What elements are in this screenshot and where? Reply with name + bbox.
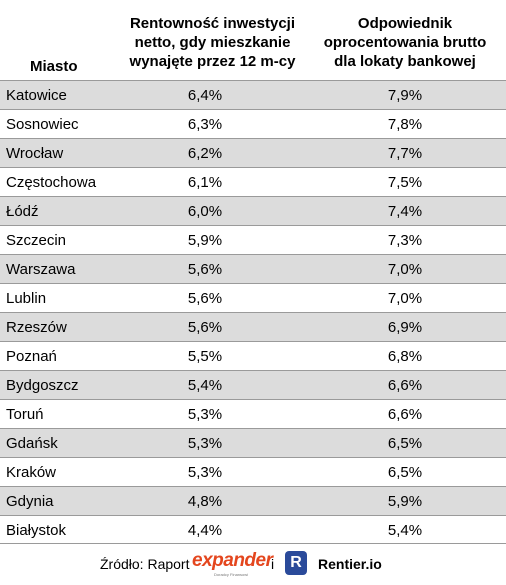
header-deposit-line: Odpowiednik [357,15,453,32]
header-net-yield-line: netto, gdy mieszkanie [134,34,291,51]
source-footer: Źródło: Raport expander Doradcy Finansow… [0,549,506,579]
cell-city: Sosnowiec [6,116,79,133]
cell-city: Szczecin [6,232,67,249]
table-row: Kraków 5,3% 6,5% [0,457,506,486]
header-city: Miasto [30,58,78,75]
expander-logo-text: xpander [202,550,273,571]
cell-city: Łódź [6,203,39,220]
table-header: Miasto Rentowność inwestycji netto, gdy … [0,0,506,80]
cell-net-yield: 5,6% [187,290,223,307]
cell-deposit-equivalent: 7,7% [387,145,423,162]
source-label: Źródło: Raport [100,556,190,572]
table-row: Częstochowa 6,1% 7,5% [0,167,506,196]
cell-net-yield: 5,3% [187,406,223,423]
cell-net-yield: 5,6% [187,261,223,278]
table-row: Łódź 6,0% 7,4% [0,196,506,225]
cell-net-yield: 5,3% [187,435,223,452]
cell-city: Częstochowa [6,174,97,191]
cell-city: Rzeszów [6,319,67,336]
cell-deposit-equivalent: 7,0% [387,290,423,307]
table-row: Rzeszów 5,6% 6,9% [0,312,506,341]
table-body: Katowice 6,4% 7,9% Sosnowiec 6,3% 7,8% Wrocław… [0,80,506,544]
cell-city: Toruń [6,406,44,423]
cell-city: Warszawa [6,261,76,278]
cell-city: Bydgoszcz [6,377,79,394]
table-row: Poznań 5,5% 6,8% [0,341,506,370]
cell-city: Gdańsk [6,435,58,452]
table-row: Katowice 6,4% 7,9% [0,80,506,109]
table-row: Sosnowiec 6,3% 7,8% [0,109,506,138]
table-row: Gdańsk 5,3% 6,5% [0,428,506,457]
cell-deposit-equivalent: 6,6% [387,377,423,394]
cell-deposit-equivalent: 6,5% [387,464,423,481]
header-deposit-equivalent: Odpowiednik oprocentowania brutto dla lo… [305,14,505,71]
cell-city: Białystok [6,522,67,539]
cell-net-yield: 6,3% [187,116,223,133]
header-net-yield-line: Rentowność inwestycji [129,15,296,32]
table-row: Toruń 5,3% 6,6% [0,399,506,428]
cell-net-yield: 6,0% [187,203,223,220]
cell-deposit-equivalent: 7,3% [387,232,423,249]
cell-deposit-equivalent: 6,9% [387,319,423,336]
table-row: Wrocław 6,2% 7,7% [0,138,506,167]
footer-conjunction: i [271,556,275,572]
cell-city: Katowice [6,87,67,104]
cell-net-yield: 5,5% [187,348,223,365]
expander-logo-x: e [192,550,203,571]
expander-tagline: Doradcy Finansowi [214,572,249,577]
cell-net-yield: 4,4% [187,522,223,539]
table-row: Lublin 5,6% 7,0% [0,283,506,312]
rentier-logo-icon: R [285,551,307,575]
header-deposit-line: oprocentowania brutto [323,34,487,51]
cell-city: Poznań [6,348,57,365]
cell-city: Lublin [6,290,47,307]
cell-net-yield: 5,4% [187,377,223,394]
cell-net-yield: 6,2% [187,145,223,162]
cell-city: Gdynia [6,493,54,510]
cell-net-yield: 5,6% [187,319,223,336]
table-row: Warszawa 5,6% 7,0% [0,254,506,283]
table-row: Gdynia 4,8% 5,9% [0,486,506,515]
cell-deposit-equivalent: 6,6% [387,406,423,423]
cell-deposit-equivalent: 7,4% [387,203,423,220]
cell-deposit-equivalent: 6,5% [387,435,423,452]
cell-net-yield: 6,4% [187,87,223,104]
cell-city: Kraków [6,464,57,481]
cell-deposit-equivalent: 5,9% [387,493,423,510]
cell-deposit-equivalent: 7,9% [387,87,423,104]
cell-deposit-equivalent: 5,4% [387,522,423,539]
table-row: Szczecin 5,9% 7,3% [0,225,506,254]
cell-net-yield: 5,3% [187,464,223,481]
header-net-yield-line: wynajęte przez 12 m-cy [129,53,296,70]
cell-city: Wrocław [6,145,64,162]
cell-net-yield: 6,1% [187,174,223,191]
table-row: Białystok 4,4% 5,4% [0,515,506,544]
header-net-yield: Rentowność inwestycji netto, gdy mieszka… [105,14,320,71]
cell-deposit-equivalent: 7,0% [387,261,423,278]
rentier-name: Rentier.io [318,556,382,572]
cell-net-yield: 4,8% [187,493,223,510]
header-deposit-line: dla lokaty bankowej [334,53,476,70]
cell-net-yield: 5,9% [187,232,223,249]
expander-logo: expander [192,550,273,572]
cell-deposit-equivalent: 7,5% [387,174,423,191]
cell-deposit-equivalent: 7,8% [387,116,423,133]
cell-deposit-equivalent: 6,8% [387,348,423,365]
table-row: Bydgoszcz 5,4% 6,6% [0,370,506,399]
